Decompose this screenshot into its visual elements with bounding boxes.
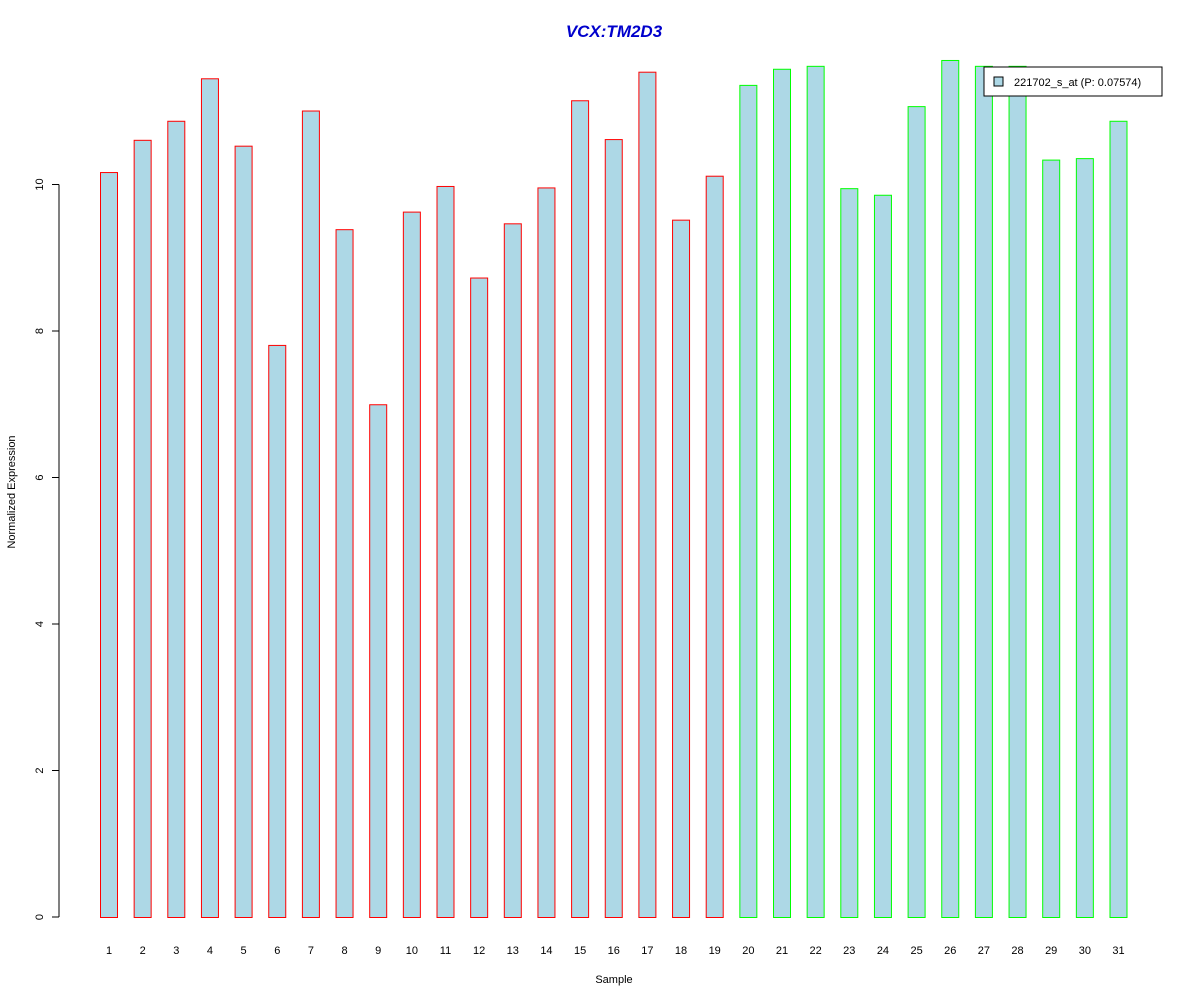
x-tick-label: 29 xyxy=(1045,945,1057,957)
x-tick-label: 6 xyxy=(274,945,280,957)
bar-sample-17 xyxy=(638,71,657,918)
y-tick-label: 10 xyxy=(34,178,46,190)
bar-sample-26 xyxy=(941,59,960,919)
chart-title: VCX:TM2D3 xyxy=(566,22,663,41)
bar-sample-4 xyxy=(200,78,219,919)
y-axis-title: Normalized Expression xyxy=(6,435,18,548)
x-tick-label: 28 xyxy=(1011,945,1023,957)
bar-sample-3 xyxy=(167,120,186,918)
x-tick-label: 24 xyxy=(877,945,889,957)
legend-box xyxy=(983,66,1163,97)
bar-sample-1 xyxy=(100,172,118,919)
bar-sample-29 xyxy=(1042,159,1061,919)
x-tick-label: 18 xyxy=(675,945,687,957)
x-tick-label: 27 xyxy=(978,945,990,957)
bar-sample-31 xyxy=(1109,120,1128,918)
bar-sample-8 xyxy=(335,229,354,918)
x-tick-label: 12 xyxy=(473,945,485,957)
bar-sample-6 xyxy=(268,344,287,919)
bar-sample-13 xyxy=(503,223,522,918)
bar-sample-9 xyxy=(369,404,388,918)
bar-sample-25 xyxy=(907,106,926,918)
bar-sample-24 xyxy=(873,194,892,918)
x-tick-label: 4 xyxy=(207,945,213,957)
bar-sample-15 xyxy=(571,100,590,918)
y-tick-label: 4 xyxy=(34,621,46,627)
bar-series xyxy=(100,59,1128,919)
x-tick-label: 7 xyxy=(308,945,314,957)
bar-sample-30 xyxy=(1075,158,1094,918)
x-tick-label: 30 xyxy=(1079,945,1091,957)
x-tick-label: 22 xyxy=(810,945,822,957)
bar-sample-14 xyxy=(537,187,556,918)
bar-sample-2 xyxy=(133,139,152,918)
bar-sample-7 xyxy=(301,110,320,918)
x-tick-label: 13 xyxy=(507,945,519,957)
x-tick-label: 1 xyxy=(106,945,112,957)
bar-sample-12 xyxy=(470,277,489,918)
bar-sample-27 xyxy=(974,65,993,918)
x-tick-label: 5 xyxy=(241,945,247,957)
bar-sample-19 xyxy=(705,175,724,918)
y-tick-label: 2 xyxy=(34,767,46,773)
bar-sample-10 xyxy=(402,211,421,919)
x-tick-label: 8 xyxy=(341,945,347,957)
x-tick-label: 17 xyxy=(641,945,653,957)
x-tick-label: 15 xyxy=(574,945,586,957)
bar-sample-18 xyxy=(672,219,691,919)
y-axis: 0 2 4 6 8 10 xyxy=(34,178,60,920)
y-tick-label: 8 xyxy=(34,328,46,334)
x-tick-label: 25 xyxy=(910,945,922,957)
bar-sample-23 xyxy=(840,188,859,919)
x-tick-label: 16 xyxy=(608,945,620,957)
legend-swatch xyxy=(993,76,1004,87)
bar-sample-21 xyxy=(773,68,791,918)
bar-sample-22 xyxy=(806,65,825,918)
bar-sample-28 xyxy=(1008,65,1027,918)
x-tick-label: 21 xyxy=(776,945,788,957)
y-tick-label: 6 xyxy=(34,474,46,480)
x-tick-label: 10 xyxy=(406,945,418,957)
x-tick-label: 9 xyxy=(375,945,381,957)
x-tick-label: 11 xyxy=(440,945,451,957)
bar-sample-5 xyxy=(234,145,253,919)
x-tick-label: 26 xyxy=(944,945,956,957)
y-tick-label: 0 xyxy=(34,914,46,920)
x-axis-tick-labels: 1 2 3 4 5 6 7 8 9 10 11 12 13 14 15 16 17 18 19 20 21 22 23 24 2… xyxy=(106,945,1125,957)
legend-label: 221702_s_at (P: 0.07574) xyxy=(1014,77,1141,89)
x-tick-label: 14 xyxy=(540,945,552,957)
bar-sample-16 xyxy=(604,139,623,918)
x-tick-label: 2 xyxy=(140,945,146,957)
bar-sample-20 xyxy=(739,84,758,918)
x-tick-label: 3 xyxy=(173,945,179,957)
x-tick-label: 19 xyxy=(709,945,721,957)
x-tick-label: 20 xyxy=(742,945,754,957)
bar-sample-11 xyxy=(436,185,455,918)
x-axis-title: Sample xyxy=(595,974,632,986)
x-tick-label: 31 xyxy=(1112,945,1124,957)
legend: 221702_s_at (P: 0.07574) xyxy=(983,66,1163,97)
x-tick-label: 23 xyxy=(843,945,855,957)
